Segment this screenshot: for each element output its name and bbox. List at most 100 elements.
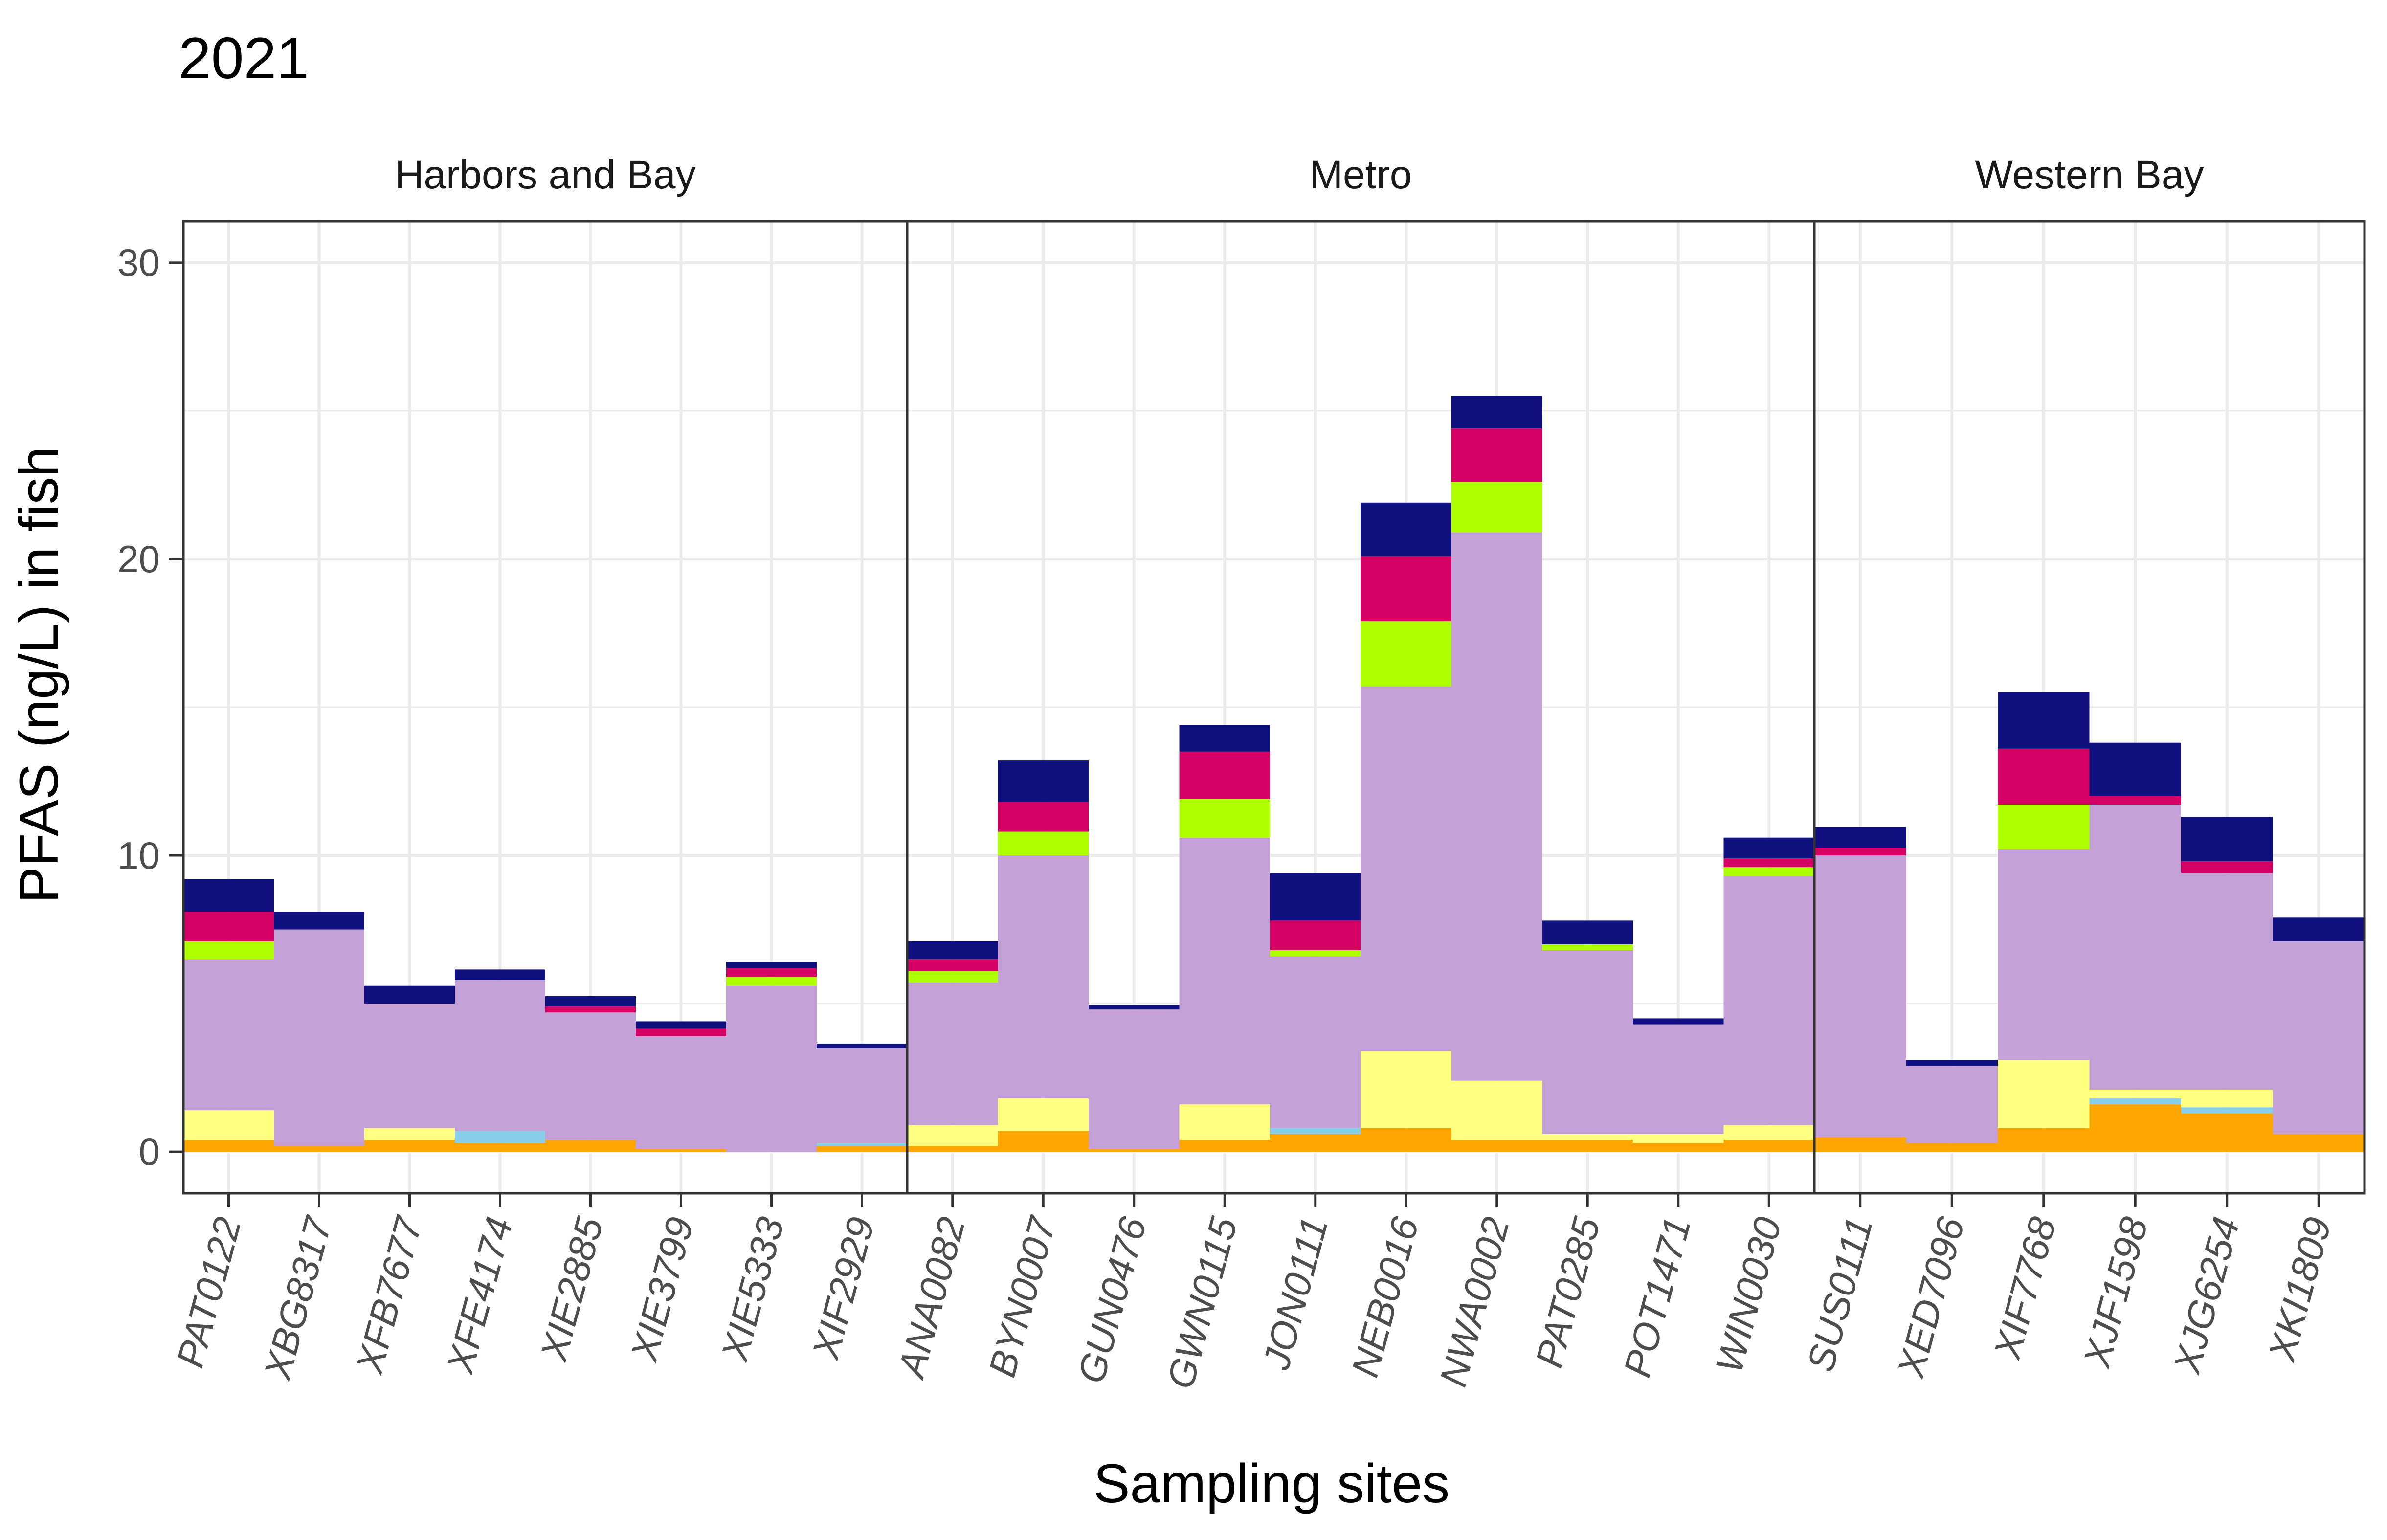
bar-segment (364, 985, 455, 1004)
bar-segment (2181, 861, 2273, 873)
bar-segment (1906, 1066, 1998, 1143)
bar-segment (726, 968, 817, 977)
bar-segment (1451, 1139, 1542, 1152)
bar-segment (183, 941, 274, 960)
bar-segment (2089, 1104, 2181, 1152)
x-tick-label: PAT0122 (168, 1213, 249, 1372)
bar-segment (2181, 873, 2273, 1090)
bar-segment (1179, 1104, 1270, 1140)
bar-segment (1998, 748, 2090, 805)
bar-segment (998, 802, 1089, 832)
bar-segment (1998, 692, 2090, 749)
x-tick-label: SUS0111 (1799, 1213, 1881, 1376)
bar-segment (545, 996, 636, 1007)
bar-segment (1998, 1128, 2090, 1152)
bar-segment (364, 1128, 455, 1140)
x-tick-label: XIE3799 (622, 1213, 702, 1366)
bar-segment (2181, 817, 2273, 862)
bar-segment (907, 1146, 998, 1152)
chart-title: 2021 (178, 25, 309, 91)
bar-segment (183, 1139, 274, 1152)
bar-segment (455, 1142, 545, 1152)
bar-segment (1542, 920, 1633, 944)
facet-strip-label: Metro (1310, 153, 1412, 197)
bar-segment (364, 1004, 455, 1128)
bar-segment (1451, 482, 1542, 533)
bar-segment (1814, 855, 1906, 1137)
bar-segment (1542, 950, 1633, 1134)
panel-border (1813, 220, 2366, 1195)
bar-segment (1270, 950, 1361, 957)
x-tick-label: JON0111 (1254, 1213, 1337, 1375)
bar-segment (1906, 1142, 1998, 1152)
bar-segment (1179, 751, 1270, 799)
bar-segment (274, 912, 364, 930)
bar-segment (1814, 848, 1906, 856)
x-tick-label: XED7096 (1889, 1212, 1973, 1383)
bar-segment (183, 959, 274, 1111)
facet-strip (1814, 131, 2365, 218)
bar-segment (2089, 1098, 2181, 1105)
bar-segment (1179, 1139, 1270, 1152)
bar-segment (1089, 1005, 1180, 1010)
bar-segment (1179, 799, 1270, 838)
x-tick-label: PAT0285 (1527, 1212, 1608, 1372)
x-tick-label: NEB0016 (1343, 1212, 1427, 1382)
bar-segment (636, 1021, 726, 1029)
bar-segment (636, 1149, 726, 1152)
bar-segment (183, 912, 274, 941)
bar-segment (2273, 1134, 2365, 1152)
bar-segment (998, 1131, 1089, 1152)
bar-segment (455, 980, 545, 1131)
bar-segment (1723, 837, 1814, 859)
bar-segment (1906, 1060, 1998, 1066)
bar-segment (636, 1028, 726, 1036)
x-tick-label: WIN0030 (1707, 1213, 1790, 1378)
x-tick-label: BYN0007 (980, 1211, 1064, 1382)
x-tick-label: XFE4174 (438, 1213, 521, 1379)
bar-segment (274, 929, 364, 1146)
bar-segment (1361, 502, 1451, 556)
y-tick-label: 10 (117, 834, 160, 877)
x-tick-label: XJG6254 (2164, 1213, 2248, 1379)
bar-segment (1451, 1080, 1542, 1140)
bar-segment (1361, 621, 1451, 687)
bar-segment (1270, 1128, 1361, 1134)
bar-segment (1270, 873, 1361, 921)
x-tick-label: POT1471 (1615, 1213, 1699, 1382)
bar-segment (455, 1131, 545, 1143)
bar-segment (1633, 1018, 1724, 1025)
x-tick-label: XKI1809 (2260, 1213, 2340, 1366)
bar-segment (2181, 1113, 2273, 1152)
x-tick-label: XIE2885 (532, 1212, 611, 1366)
bar-segment (726, 985, 817, 1152)
bar-segment (2089, 1089, 2181, 1099)
bar-segment (1542, 1139, 1633, 1152)
facet-strip (183, 131, 907, 218)
bar-segment (1361, 556, 1451, 622)
bar-segment (1361, 686, 1451, 1051)
panel-1: Metro ANA0082 BYN0007 GUN0476 GWN0115 JON0111… (889, 131, 1816, 1393)
panel-0: Harbors and Bay PAT0122 XBG8317 XFB7677 XFE4… (168, 131, 909, 1384)
bar-segment (1361, 1051, 1451, 1128)
bar-segment (1451, 428, 1542, 482)
bar-segment (2089, 742, 2181, 796)
facet-panels: Harbors and Bay PAT0122 XBG8317 XFB7677 XFE4… (168, 131, 2366, 1393)
bar-segment (1723, 867, 1814, 876)
bar-segment (1998, 849, 2090, 1060)
x-tick-label: XIF2929 (803, 1213, 883, 1364)
bar-segment (1179, 725, 1270, 752)
bar-segment (1633, 1134, 1724, 1143)
bar-segment (2181, 1089, 2273, 1108)
x-tick-label: XFB7677 (347, 1211, 430, 1378)
bar-segment (1270, 920, 1361, 950)
bar-segment (817, 1048, 907, 1143)
bar-segment (1451, 532, 1542, 1081)
bar-segment (545, 1139, 636, 1152)
bar-segment (1814, 827, 1906, 848)
x-tick-label: NWA0002 (1431, 1213, 1518, 1391)
facet-strip-label: Harbors and Bay (395, 153, 695, 197)
bar-segment (907, 959, 998, 971)
y-tick-label: 30 (117, 241, 160, 284)
